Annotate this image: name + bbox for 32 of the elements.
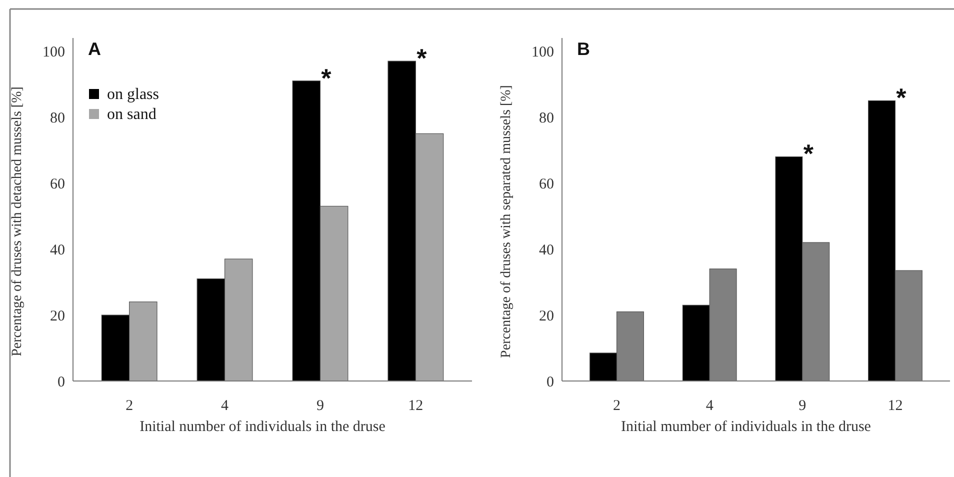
x-tick-label: 4 [706,398,714,414]
annotation: * [896,82,908,113]
y-tick-label: 60 [539,176,554,192]
y-tick-label: 80 [50,110,65,126]
y-tick-label: 40 [539,242,554,258]
x-axis-title: Initial number of individuals in the druse [140,419,386,435]
y-tick-label: 80 [539,110,554,126]
y-tick-label: 20 [539,308,554,324]
x-tick-label: 2 [126,398,134,414]
x-tick-label: 9 [316,398,324,414]
chart-title: A [88,39,101,59]
x-tick-label: 9 [798,398,806,414]
x-tick-label: 12 [888,398,903,414]
x-tick-label: 2 [613,398,621,414]
y-axis-title: Percentage of druses with detached mussels [%] [10,86,25,356]
x-tick-label: 4 [221,398,230,414]
y-tick-label: 0 [58,374,65,390]
y-tick-label: 40 [50,242,65,258]
annotation: * [803,138,814,169]
annotation: * [321,62,332,93]
y-tick-label: 0 [546,374,554,390]
x-tick-label: 12 [408,398,424,414]
y-tick-label: 100 [532,44,554,60]
y-tick-label: 100 [42,44,65,60]
y-tick-label: 20 [50,308,65,324]
chart-title: B [577,39,590,59]
annotation: * [416,43,428,74]
x-axis-title: Initial mumber of individuals in the druse [621,419,872,435]
y-axis-title: Percentage of druses with separated mussels [%] [499,85,514,358]
y-tick-label: 60 [50,176,65,192]
legend-label: on glass [107,86,159,103]
legend-label: on sand [107,106,156,123]
